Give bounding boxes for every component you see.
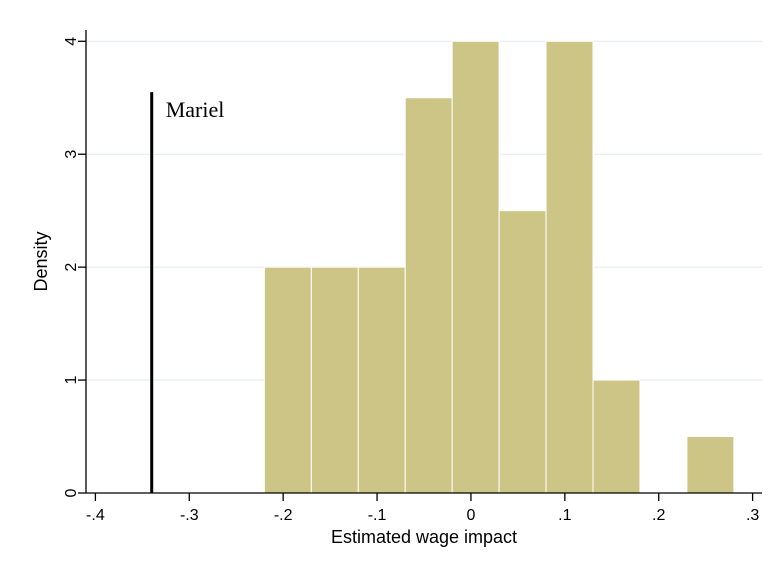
histogram-bar [310,266,359,494]
y-tick-label: 4 [63,37,80,46]
y-tick-label: 0 [63,488,80,497]
histogram-bar [451,40,500,494]
tick-labels: -.4 -.3 -.2 -.1 0 .1 .2 .3 0 1 2 3 4 [63,37,759,524]
y-tick-label: 3 [63,150,80,159]
bars [263,40,735,494]
x-tick-label: -.4 [86,507,105,524]
x-tick-label: -.2 [274,507,293,524]
x-tick-label: -.3 [180,507,199,524]
histogram-bar [404,97,453,494]
annotations: Mariel [150,92,225,493]
histogram-bar [686,436,735,494]
histogram-bar [545,40,594,494]
x-tick-label: .1 [558,507,571,524]
x-tick-label: .3 [746,507,759,524]
x-tick-label: 0 [466,507,475,524]
histogram-bar [498,210,547,494]
histogram-bar [263,266,312,494]
x-axis-title: Estimated wage impact [331,527,517,547]
mariel-label: Mariel [166,97,225,122]
axes [85,30,762,494]
y-axis-title: Density [31,231,51,291]
x-tick-label: .2 [652,507,665,524]
y-tick-label: 2 [63,263,80,272]
histogram-bar [357,266,406,494]
x-tick-label: -.1 [368,507,387,524]
y-tick-label: 1 [63,376,80,385]
histogram-bar [592,379,641,494]
